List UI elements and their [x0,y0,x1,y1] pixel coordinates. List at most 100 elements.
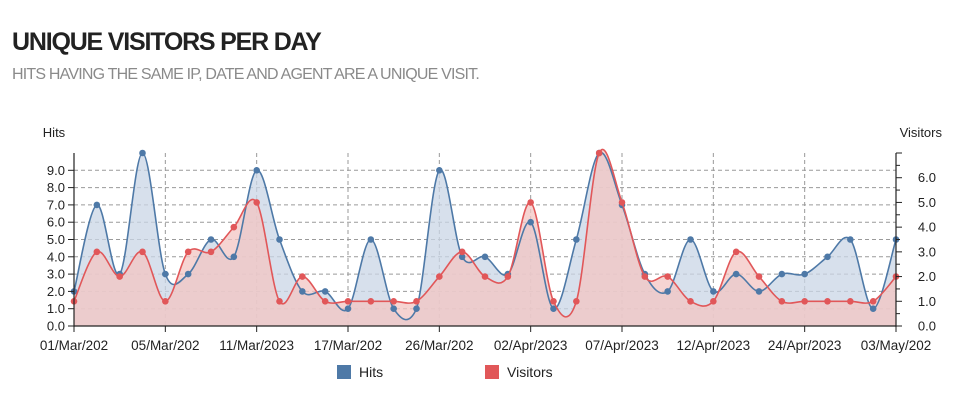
x-tick-label: 24/Apr/2023 [768,338,842,353]
data-point-visitors [847,297,854,305]
data-point-hits [321,288,329,295]
data-point-visitors [413,297,420,305]
data-point-hits [207,236,215,243]
y-tick-label-right: 2.0 [918,269,936,284]
data-point-visitors [207,248,215,256]
data-point-hits [847,236,854,243]
data-point-visitors [116,273,123,280]
data-point-visitors [687,297,694,305]
data-point-visitors [869,297,877,305]
y-tick-label-left: 3.0 [47,267,65,282]
data-point-hits [869,305,877,313]
data-point-visitors [778,297,786,305]
y-tick-label-right: 0.0 [918,319,936,334]
data-point-hits [755,288,763,295]
data-point-visitors [139,248,146,256]
data-point-hits [527,218,534,226]
data-point-hits [276,236,283,243]
data-point-hits [93,201,101,209]
data-point-visitors [664,273,671,280]
x-tick-label: 26/Mar/202 [405,338,473,353]
y-axis-title-left: Hits [43,125,66,140]
data-point-hits [230,253,238,261]
data-point-hits [778,270,786,278]
data-point-visitors [230,223,238,231]
x-tick-label: 17/Mar/202 [314,338,382,353]
data-point-visitors [504,273,512,280]
data-point-visitors [710,297,717,305]
x-tick-label: 07/Apr/2023 [585,338,659,353]
y-tick-label-left: 0.0 [47,319,65,334]
data-point-visitors [732,248,740,256]
series-line-hits [73,151,897,321]
data-point-hits [344,305,352,313]
series-area-visitors [74,149,896,326]
data-point-hits [390,305,397,313]
data-point-visitors [299,273,306,280]
x-tick-label: 03/May/202 [861,338,932,353]
data-point-visitors [481,273,489,280]
data-point-visitors [344,297,352,305]
data-point-hits [664,288,671,295]
data-point-hits [550,305,557,313]
data-point-visitors [162,297,169,305]
data-point-visitors [550,297,557,305]
data-point-hits [299,288,306,295]
y-tick-label-right: 1.0 [918,294,936,309]
data-point-visitors [595,149,603,157]
y-tick-label-left: 8.0 [47,180,65,195]
data-point-visitors [93,248,101,256]
series-area-hits [74,152,896,326]
axes: 0.0 1.0 2.0 3.0 4.0 5.0 6.0 7.0 8.0 9.0 0.0 1.0 2.0 3… [40,152,936,353]
data-point-visitors [436,273,443,280]
legend-label-visitors: Visitors [507,364,553,380]
data-point-visitors [458,248,466,256]
y-tick-label-left: 6.0 [47,215,65,230]
y-tick-label-left: 5.0 [47,232,65,247]
x-tick-label: 12/Apr/2023 [677,338,751,353]
y-tick-label-left: 2.0 [47,284,65,299]
y-tick-label-right: 3.0 [918,244,936,259]
data-point-visitors [755,273,763,280]
series-line-visitors [73,149,897,318]
data-point-visitors [801,297,808,305]
data-point-hits [184,270,192,278]
data-point-hits [824,253,831,261]
data-point-visitors [641,273,649,280]
data-point-hits [710,288,717,295]
data-point-hits [139,149,146,157]
x-tick-label: 05/Mar/202 [131,338,199,353]
data-point-hits [413,305,420,313]
data-point-visitors [367,297,375,305]
y-tick-label-right: 4.0 [918,220,936,235]
data-point-visitors [527,199,534,206]
series-points-visitors [70,149,900,305]
data-point-visitors [184,248,192,256]
data-point-visitors [276,297,283,305]
y-tick-label-right: 6.0 [918,170,936,185]
page-subtitle: HITS HAVING THE SAME IP, DATE AND AGENT … [12,66,480,83]
legend-swatch-hits [337,365,351,379]
series-points-hits [70,149,900,313]
y-axis-title-right: Visitors [900,125,943,140]
data-point-hits [481,253,489,261]
data-point-visitors [390,297,397,305]
data-point-visitors [321,297,329,305]
x-tick-label: 01/Mar/202 [40,338,108,353]
x-tick-label: 02/Apr/2023 [494,338,568,353]
data-point-hits [687,236,694,243]
x-tick-label: 11/Mar/2023 [219,338,294,353]
y-tick-label-left: 4.0 [47,249,65,264]
data-point-visitors [253,199,260,206]
data-point-hits [162,270,169,278]
data-point-hits [253,167,260,174]
legend: Hits Visitors [337,364,553,380]
data-point-visitors [824,297,831,305]
data-point-hits [801,270,808,278]
data-point-hits [367,236,375,243]
data-point-hits [436,167,443,174]
y-tick-label-left: 9.0 [47,163,65,178]
page-title: UNIQUE VISITORS PER DAY [12,28,322,56]
data-point-visitors [573,297,580,305]
